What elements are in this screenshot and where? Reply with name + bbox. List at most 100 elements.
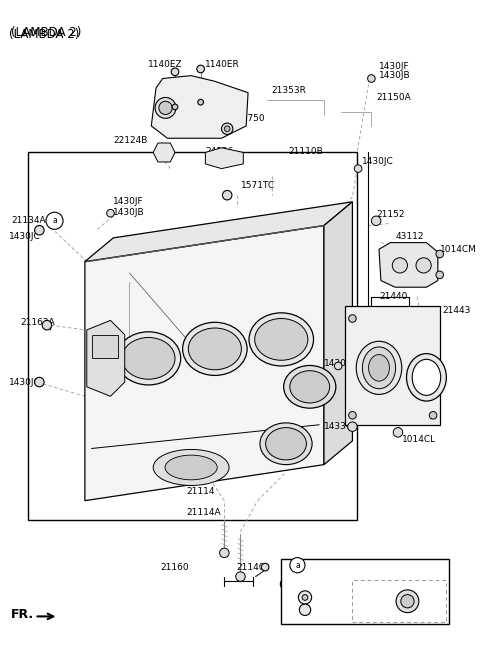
FancyBboxPatch shape bbox=[352, 581, 446, 622]
Ellipse shape bbox=[407, 354, 446, 401]
Text: 24126: 24126 bbox=[205, 147, 234, 156]
Text: a: a bbox=[295, 561, 300, 569]
Polygon shape bbox=[85, 226, 324, 501]
Circle shape bbox=[197, 65, 204, 73]
Text: 1430JC: 1430JC bbox=[324, 359, 356, 367]
Circle shape bbox=[171, 68, 179, 75]
Circle shape bbox=[172, 104, 178, 110]
Text: 21114: 21114 bbox=[186, 487, 215, 496]
Circle shape bbox=[35, 377, 44, 387]
Ellipse shape bbox=[159, 101, 172, 115]
Text: 43112: 43112 bbox=[395, 232, 424, 241]
Text: 1433CE: 1433CE bbox=[324, 422, 359, 431]
Circle shape bbox=[224, 126, 230, 132]
Circle shape bbox=[299, 591, 312, 604]
Text: 94750: 94750 bbox=[237, 114, 265, 123]
Circle shape bbox=[429, 411, 437, 419]
Circle shape bbox=[396, 590, 419, 613]
Circle shape bbox=[348, 411, 356, 419]
Circle shape bbox=[107, 209, 114, 217]
Text: 21133: 21133 bbox=[291, 564, 317, 573]
Bar bbox=[281, 560, 449, 624]
Circle shape bbox=[436, 250, 444, 258]
Text: 1140EZ: 1140EZ bbox=[148, 60, 183, 69]
Circle shape bbox=[236, 572, 245, 581]
Circle shape bbox=[261, 564, 269, 571]
Ellipse shape bbox=[153, 449, 229, 485]
Text: 21443: 21443 bbox=[443, 306, 471, 316]
Text: 1430JC: 1430JC bbox=[9, 232, 41, 241]
Text: 21314A: 21314A bbox=[372, 577, 404, 586]
Circle shape bbox=[392, 258, 408, 273]
Text: 21152: 21152 bbox=[376, 210, 405, 218]
Ellipse shape bbox=[255, 319, 308, 360]
Polygon shape bbox=[153, 143, 175, 162]
Text: 1430JB: 1430JB bbox=[379, 71, 410, 80]
Ellipse shape bbox=[412, 359, 441, 396]
Circle shape bbox=[221, 123, 233, 134]
Text: 1140ER: 1140ER bbox=[205, 60, 240, 69]
Ellipse shape bbox=[165, 455, 217, 480]
Circle shape bbox=[283, 581, 289, 587]
Text: 21114A: 21114A bbox=[186, 508, 221, 516]
Text: 1430JF: 1430JF bbox=[379, 62, 409, 71]
Ellipse shape bbox=[155, 98, 176, 118]
Text: (LAMBDA 2): (LAMBDA 2) bbox=[9, 28, 79, 41]
Ellipse shape bbox=[362, 347, 396, 389]
Circle shape bbox=[35, 226, 44, 235]
Text: 1014CM: 1014CM bbox=[440, 245, 477, 254]
Ellipse shape bbox=[188, 328, 241, 370]
Circle shape bbox=[354, 165, 362, 173]
Text: 1430JB: 1430JB bbox=[113, 208, 145, 216]
Text: 21110B: 21110B bbox=[288, 147, 323, 156]
Ellipse shape bbox=[265, 428, 306, 460]
Text: (ALT.): (ALT.) bbox=[367, 564, 389, 573]
Text: 21162A: 21162A bbox=[20, 318, 55, 327]
Text: (LAMBDA 2): (LAMBDA 2) bbox=[11, 26, 81, 39]
Text: 21150A: 21150A bbox=[376, 93, 411, 102]
Polygon shape bbox=[205, 148, 243, 169]
Bar bbox=[28, 152, 357, 520]
Bar bbox=[92, 335, 118, 358]
Ellipse shape bbox=[122, 337, 175, 379]
Polygon shape bbox=[324, 202, 352, 464]
Bar bbox=[345, 306, 440, 425]
Circle shape bbox=[42, 320, 52, 330]
Ellipse shape bbox=[284, 365, 336, 408]
Polygon shape bbox=[151, 75, 248, 138]
Circle shape bbox=[280, 579, 292, 590]
Circle shape bbox=[335, 362, 342, 370]
Text: 1430JC: 1430JC bbox=[362, 157, 394, 165]
Polygon shape bbox=[85, 202, 352, 262]
Ellipse shape bbox=[116, 332, 180, 385]
Polygon shape bbox=[87, 320, 125, 396]
Text: 21134A: 21134A bbox=[11, 216, 46, 225]
Circle shape bbox=[290, 558, 305, 573]
Circle shape bbox=[302, 594, 308, 600]
Circle shape bbox=[348, 315, 356, 322]
Ellipse shape bbox=[249, 313, 313, 366]
Text: 1430JC: 1430JC bbox=[9, 378, 41, 386]
Text: 21440: 21440 bbox=[379, 292, 408, 301]
Circle shape bbox=[436, 271, 444, 279]
Text: 21353R: 21353R bbox=[272, 87, 307, 95]
Circle shape bbox=[372, 216, 381, 226]
Text: 21140: 21140 bbox=[237, 563, 265, 571]
Text: 21160: 21160 bbox=[161, 563, 190, 571]
Circle shape bbox=[348, 422, 357, 432]
Circle shape bbox=[393, 428, 403, 437]
Text: 1751GI: 1751GI bbox=[293, 577, 323, 586]
Circle shape bbox=[220, 548, 229, 558]
Circle shape bbox=[368, 75, 375, 82]
Text: FR.: FR. bbox=[11, 608, 34, 621]
Text: 22124B: 22124B bbox=[113, 136, 148, 144]
Ellipse shape bbox=[260, 423, 312, 464]
Polygon shape bbox=[379, 243, 438, 287]
Text: a: a bbox=[52, 216, 57, 225]
Circle shape bbox=[401, 594, 414, 608]
Text: 1571TC: 1571TC bbox=[240, 181, 275, 190]
Text: 1430JF: 1430JF bbox=[113, 197, 144, 207]
Ellipse shape bbox=[182, 322, 247, 375]
Text: 1014CL: 1014CL bbox=[402, 434, 436, 443]
Circle shape bbox=[46, 213, 63, 230]
